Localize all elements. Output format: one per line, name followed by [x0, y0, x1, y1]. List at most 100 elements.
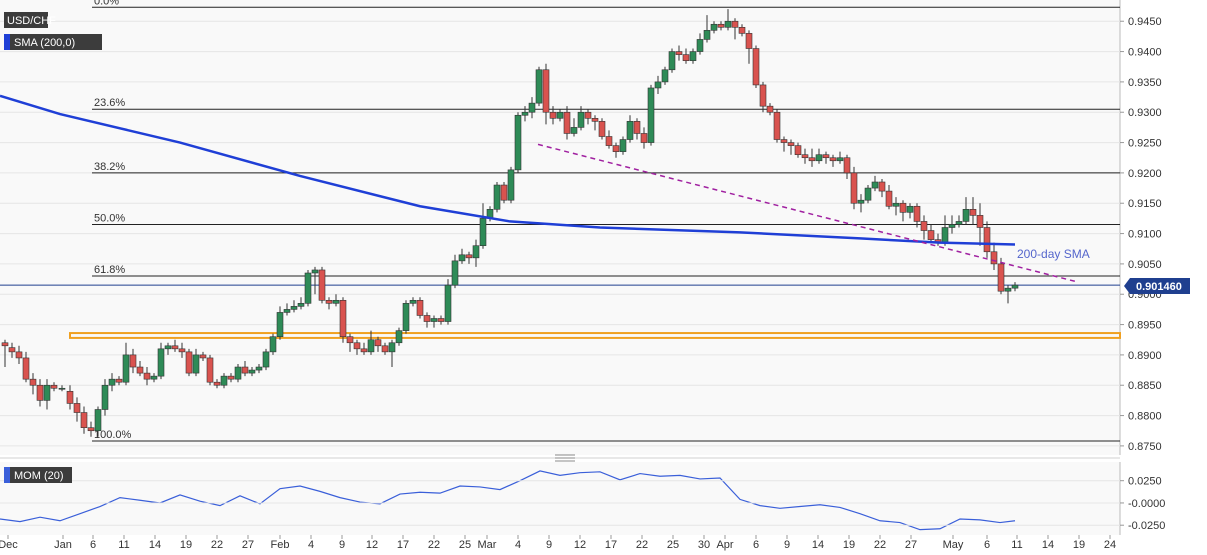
candle	[220, 373, 228, 389]
candle	[801, 148, 809, 164]
date-tick-label: May	[943, 539, 964, 551]
candle-body	[43, 384, 51, 401]
candle-body	[612, 145, 620, 152]
mom-tick-label: -0.0250	[1128, 520, 1165, 532]
mom-tick-label: 0.0250	[1128, 476, 1162, 488]
candle-body	[500, 184, 508, 201]
date-tick-label: 6	[90, 539, 96, 551]
candle-body	[619, 139, 627, 152]
candle-body	[759, 84, 767, 107]
candle-body	[969, 209, 977, 216]
candle-body	[164, 345, 172, 350]
candle	[199, 351, 207, 361]
candle	[388, 339, 396, 368]
candle	[479, 203, 487, 249]
candle-body	[115, 378, 123, 383]
date-tick-label: 22	[874, 539, 886, 551]
candle	[206, 354, 214, 386]
candle-body	[892, 202, 900, 207]
candle	[269, 333, 277, 355]
candle	[87, 421, 95, 437]
candle	[164, 342, 172, 355]
candle	[969, 197, 977, 225]
candle	[584, 109, 592, 125]
date-tick-label: Mar	[478, 539, 497, 551]
candle-body	[416, 299, 424, 316]
candle	[157, 342, 165, 380]
date-tick-label: 14	[812, 539, 824, 551]
candle	[598, 118, 606, 140]
candle	[311, 266, 319, 295]
candle	[367, 330, 375, 355]
candle-body	[549, 111, 557, 119]
candle-body	[731, 20, 739, 28]
candle-body	[626, 121, 634, 140]
candle-body	[654, 81, 662, 89]
candle-body	[402, 303, 410, 331]
candle	[507, 166, 515, 204]
price-tick-label: 0.9400	[1128, 47, 1162, 59]
date-tick-label: 4	[515, 539, 521, 551]
candle	[878, 178, 886, 198]
trendline	[537, 143, 1079, 283]
candle-body	[570, 127, 578, 134]
candle	[360, 342, 368, 355]
candle-body	[388, 342, 396, 353]
candle	[234, 364, 242, 383]
candle	[640, 127, 648, 149]
symbol-text: USD/CHF	[7, 15, 56, 27]
price-tick-label: 0.9350	[1128, 77, 1162, 89]
candle	[325, 297, 333, 310]
sma-indicator-badge[interactable]: SMA (200,0)	[4, 34, 102, 50]
candle-body	[990, 251, 998, 265]
candle	[437, 315, 445, 325]
candle-body	[332, 299, 340, 304]
candle-body	[29, 378, 37, 386]
candle-body	[157, 348, 165, 377]
candle-body	[983, 227, 991, 253]
candle-body	[696, 39, 704, 52]
candle	[619, 136, 627, 155]
candle-body	[507, 169, 515, 201]
candle	[297, 297, 305, 310]
candle	[612, 142, 620, 158]
candle	[43, 379, 51, 410]
candle	[563, 106, 571, 140]
candle	[395, 327, 403, 346]
candle-body	[465, 254, 473, 259]
candle-body	[941, 227, 949, 243]
candle	[822, 151, 830, 164]
date-tick-label: 17	[605, 539, 617, 551]
candlesticks	[1, 9, 1019, 437]
candle-body	[58, 387, 66, 390]
candle	[689, 48, 697, 64]
date-tick-label: 27	[242, 539, 254, 551]
candle-body	[374, 339, 382, 347]
candle-body	[269, 336, 277, 353]
candle-body	[66, 390, 74, 404]
candle-body	[87, 427, 95, 432]
candle-body	[143, 372, 151, 380]
candle-body	[36, 384, 44, 401]
candle	[766, 103, 774, 116]
candle-body	[843, 157, 851, 174]
candle	[794, 142, 802, 158]
candle-body	[773, 111, 781, 140]
candle	[22, 351, 30, 383]
candle-body	[801, 154, 809, 159]
candle-body	[458, 254, 466, 262]
candle	[570, 118, 578, 137]
candle	[605, 130, 613, 149]
candle	[304, 269, 312, 307]
candle	[787, 139, 795, 155]
price-tick-label: 0.8800	[1128, 411, 1162, 423]
symbol-badge[interactable]: USD/CHF	[4, 12, 56, 28]
candle-body	[8, 347, 16, 353]
panel-resize-handle[interactable]	[555, 454, 575, 462]
candle-body	[248, 369, 256, 374]
candle	[58, 385, 66, 392]
candle-body	[542, 69, 550, 113]
candle-body	[577, 111, 585, 128]
fib-level-label: 0.0%	[94, 0, 119, 7]
momentum-badge[interactable]: MOM (20)	[4, 467, 72, 483]
